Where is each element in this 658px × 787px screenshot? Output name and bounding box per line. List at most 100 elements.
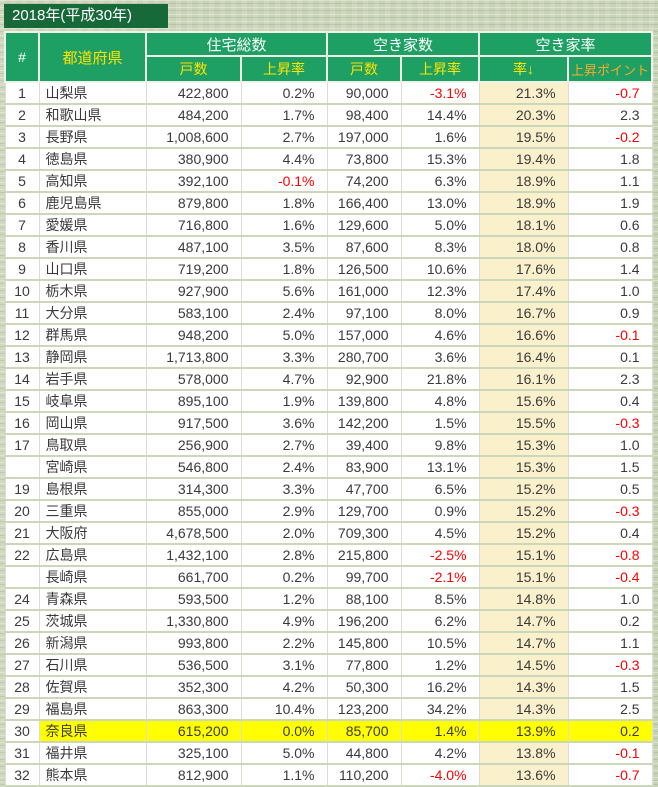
rise-point-cell: 0.4 — [568, 390, 653, 413]
vacant-count-cell: 110,200 — [327, 764, 402, 787]
vacant-rise-rate-cell: 1.2% — [401, 654, 480, 677]
vacancy-rate-cell: 16.1% — [479, 368, 569, 391]
rise-point-subheader: 上昇ポイント — [567, 55, 654, 83]
prefecture-cell: 石川県 — [39, 654, 147, 677]
vacancy-rate-cell: 15.3% — [479, 456, 569, 479]
prefecture-cell: 宮崎県 — [39, 456, 147, 479]
housing-count-cell: 1,330,800 — [146, 610, 242, 633]
vacancy-rate-cell: 16.4% — [479, 346, 569, 369]
housing-rise-rate-cell: 5.6% — [241, 280, 328, 303]
vacant-count-cell: 98,400 — [327, 104, 402, 127]
vacancy-rate-cell: 16.6% — [479, 324, 569, 347]
rise-point-cell: 0.2 — [568, 610, 653, 633]
vacant-count-cell: 142,200 — [327, 412, 402, 435]
vacancy-rate-cell: 14.3% — [479, 676, 569, 699]
housing-rise-rate-cell: 2.8% — [241, 544, 328, 567]
vacant-count-cell: 123,200 — [327, 698, 402, 721]
rise-point-cell: -0.3 — [568, 500, 653, 523]
rank-cell: 32 — [4, 764, 40, 787]
prefecture-cell: 熊本県 — [39, 764, 147, 787]
vacant-rise-rate-cell: 3.6% — [401, 346, 480, 369]
rise-point-cell: -0.2 — [568, 126, 653, 149]
housing-rise-rate-cell: 10.4% — [241, 698, 328, 721]
prefecture-cell: 福島県 — [39, 698, 147, 721]
prefecture-cell: 島根県 — [39, 478, 147, 501]
vacant-rise-rate-cell: 4.8% — [401, 390, 480, 413]
housing-count-cell: 615,200 — [146, 720, 242, 743]
housing-rise-rate-cell: 3.3% — [241, 478, 328, 501]
prefecture-cell: 静岡県 — [39, 346, 147, 369]
rise-point-cell: -0.1 — [568, 324, 653, 347]
table-row: 19 島根県 314,300 3.3% 47,700 6.5% 15.2% 0.… — [4, 478, 653, 501]
vacant-rise-rate-cell: 1.5% — [401, 412, 480, 435]
table-row: 長崎県 661,700 0.2% 99,700 -2.1% 15.1% -0.4 — [4, 566, 653, 589]
housing-rise-rate-cell: 0.2% — [241, 566, 328, 589]
prefecture-cell: 岡山県 — [39, 412, 147, 435]
vacant-count-cell: 139,800 — [327, 390, 402, 413]
housing-rise-rate-cell: 1.8% — [241, 258, 328, 281]
vacant-rise-rate-cell: 34.2% — [401, 698, 480, 721]
year-title-bar: 2018年(平成30年) — [4, 4, 168, 28]
housing-count-cell: 536,500 — [146, 654, 242, 677]
vacant-count-cell: 161,000 — [327, 280, 402, 303]
housing-count-subheader: 戸数 — [145, 55, 242, 83]
vacancy-rate-cell: 15.6% — [479, 390, 569, 413]
vacancy-rate-cell: 19.4% — [479, 148, 569, 171]
rise-point-cell: -0.1 — [568, 742, 653, 765]
table-row: 11 大分県 583,100 2.4% 97,100 8.0% 16.7% 0.… — [4, 302, 653, 325]
vacancy-rate-cell: 18.0% — [479, 236, 569, 259]
housing-count-cell: 1,432,100 — [146, 544, 242, 567]
rise-point-cell: 0.2 — [568, 720, 653, 743]
rank-cell: 9 — [4, 258, 40, 281]
rise-point-cell: 1.5 — [568, 456, 653, 479]
vacancy-rate-cell: 15.2% — [479, 500, 569, 523]
rate-sort-subheader[interactable]: 率↓ — [478, 55, 570, 83]
vacant-rise-rate-cell: 13.0% — [401, 192, 480, 215]
vacant-rise-rate-cell: 13.1% — [401, 456, 480, 479]
housing-count-cell: 422,800 — [146, 82, 242, 105]
prefecture-cell: 大分県 — [39, 302, 147, 325]
vacant-rise-rate-cell: -3.1% — [401, 82, 480, 105]
vacant-rise-rate-cell: 12.3% — [401, 280, 480, 303]
table-row: 14 岩手県 578,000 4.7% 92,900 21.8% 16.1% 2… — [4, 368, 653, 391]
housing-count-cell: 927,900 — [146, 280, 242, 303]
rise-point-cell: 1.0 — [568, 588, 653, 611]
rise-point-cell: 1.0 — [568, 280, 653, 303]
vacancy-rate-cell: 16.7% — [479, 302, 569, 325]
vacancy-rate-cell: 14.5% — [479, 654, 569, 677]
table-row: 24 青森県 593,500 1.2% 88,100 8.5% 14.8% 1.… — [4, 588, 653, 611]
rank-cell: 13 — [4, 346, 40, 369]
rank-cell: 20 — [4, 500, 40, 523]
housing-rise-rate-subheader: 上昇率 — [239, 55, 329, 83]
housing-count-cell: 855,000 — [146, 500, 242, 523]
rise-point-cell: 1.1 — [568, 632, 653, 655]
housing-count-cell: 917,500 — [146, 412, 242, 435]
prefecture-cell: 長崎県 — [39, 566, 147, 589]
rise-point-cell: 1.4 — [568, 258, 653, 281]
housing-rise-rate-cell: 1.1% — [241, 764, 328, 787]
housing-count-cell: 719,200 — [146, 258, 242, 281]
rise-point-cell: 1.8 — [568, 148, 653, 171]
housing-rise-rate-cell: 1.9% — [241, 390, 328, 413]
rise-point-cell: 0.6 — [568, 214, 653, 237]
rank-cell: 28 — [4, 676, 40, 699]
vacancy-rate-cell: 14.7% — [479, 610, 569, 633]
housing-count-cell: 661,700 — [146, 566, 242, 589]
prefecture-cell: 佐賀県 — [39, 676, 147, 699]
vacancy-rate-cell: 14.3% — [479, 698, 569, 721]
vacant-count-group-header: 空き家数 — [326, 31, 481, 57]
housing-rise-rate-cell: 0.0% — [241, 720, 328, 743]
prefecture-cell: 広島県 — [39, 544, 147, 567]
rise-point-cell: -0.3 — [568, 412, 653, 435]
housing-count-cell: 812,900 — [146, 764, 242, 787]
prefecture-cell: 愛媛県 — [39, 214, 147, 237]
vacant-count-cell: 39,400 — [327, 434, 402, 457]
prefecture-cell: 香川県 — [39, 236, 147, 259]
table-row: 9 山口県 719,200 1.8% 126,500 10.6% 17.6% 1… — [4, 258, 653, 281]
prefecture-cell: 長野県 — [39, 126, 147, 149]
housing-rise-rate-cell: 4.2% — [241, 676, 328, 699]
vacant-count-cell: 709,300 — [327, 522, 402, 545]
prefecture-cell: 栃木県 — [39, 280, 147, 303]
housing-rise-rate-cell: 2.9% — [241, 500, 328, 523]
rank-cell: 3 — [4, 126, 40, 149]
